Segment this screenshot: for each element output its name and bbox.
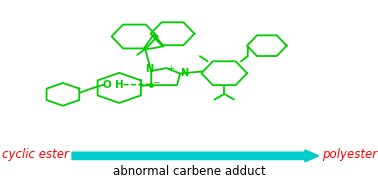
Text: N: N [146, 64, 154, 74]
Text: abnormal carbene adduct: abnormal carbene adduct [113, 165, 266, 178]
FancyArrow shape [72, 150, 319, 162]
Text: −: − [152, 78, 160, 87]
Text: O: O [103, 80, 112, 90]
Text: +: + [167, 64, 174, 73]
Text: N: N [180, 68, 188, 78]
Text: cyclic ester: cyclic ester [2, 148, 69, 162]
Text: polyester: polyester [322, 148, 377, 162]
Text: H: H [115, 80, 124, 90]
